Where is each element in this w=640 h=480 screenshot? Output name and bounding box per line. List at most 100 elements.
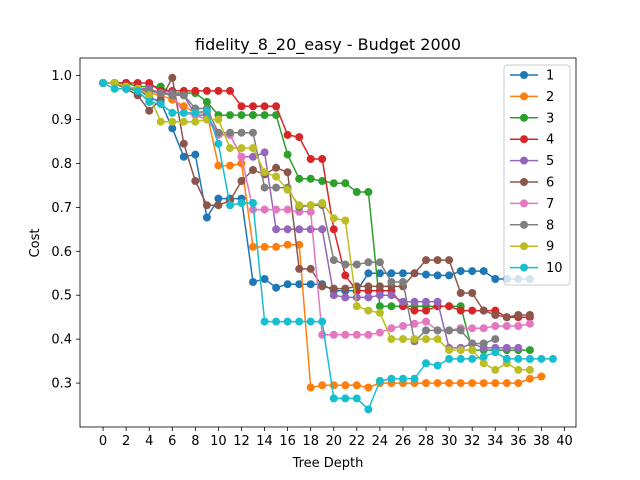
data-point	[399, 278, 407, 286]
data-point	[456, 289, 465, 297]
data-point	[99, 79, 108, 87]
x-tick-label: 38	[533, 434, 550, 449]
data-point	[352, 260, 361, 269]
data-point	[375, 308, 384, 317]
legend-label: 10	[546, 261, 563, 276]
data-point	[249, 144, 257, 153]
data-point	[306, 264, 315, 273]
data-point	[514, 354, 523, 363]
data-point	[387, 291, 396, 300]
y-tick-label: 0.6	[51, 245, 72, 260]
data-point	[214, 115, 223, 124]
x-tick-label: 6	[168, 434, 176, 449]
data-point	[237, 199, 246, 207]
data-point	[479, 352, 488, 361]
data-point	[502, 354, 511, 363]
data-point	[179, 139, 188, 148]
data-point	[525, 346, 534, 355]
data-point	[375, 376, 384, 385]
y-axis-title: Cost	[28, 229, 43, 258]
data-point	[352, 293, 361, 302]
y-tick-label: 0.7	[51, 201, 72, 216]
data-point	[341, 260, 350, 269]
data-point	[375, 302, 384, 311]
x-tick-label: 16	[279, 434, 296, 449]
data-point	[168, 91, 177, 100]
x-tick-label: 24	[372, 434, 389, 449]
data-point	[283, 280, 292, 289]
series-9	[99, 79, 534, 374]
data-point	[214, 139, 223, 148]
data-point	[352, 188, 361, 196]
legend-marker	[520, 178, 528, 186]
data-point	[145, 91, 154, 100]
data-point	[318, 381, 327, 390]
data-point	[375, 291, 384, 300]
data-point	[133, 86, 142, 95]
legend-marker	[520, 135, 528, 144]
x-tick-label: 18	[302, 434, 319, 449]
data-point	[491, 365, 500, 374]
data-point	[433, 326, 442, 335]
data-point	[479, 324, 488, 333]
data-point	[272, 172, 281, 181]
x-tick-label: 26	[395, 434, 412, 449]
legend-marker	[520, 113, 528, 122]
data-point	[226, 111, 234, 120]
data-point	[445, 302, 454, 311]
data-point	[341, 381, 350, 390]
data-point	[318, 225, 327, 234]
data-point	[237, 144, 246, 153]
data-point	[306, 383, 315, 392]
data-point	[468, 289, 477, 297]
x-tick-label: 4	[145, 434, 153, 449]
data-point	[329, 256, 338, 265]
data-point	[364, 269, 373, 278]
data-point	[375, 328, 384, 337]
data-point	[410, 374, 419, 383]
y-tick-label: 1.0	[51, 69, 72, 84]
data-point	[433, 379, 442, 388]
x-tick-label: 36	[510, 434, 527, 449]
x-tick-label: 8	[191, 434, 199, 449]
data-point	[364, 330, 373, 339]
data-point	[179, 152, 188, 161]
legend-marker	[520, 92, 528, 101]
legend-label: 5	[546, 154, 554, 169]
series-line-10	[102, 82, 553, 411]
data-point	[422, 335, 430, 344]
data-point	[283, 185, 292, 194]
data-point	[168, 117, 177, 126]
data-point	[352, 394, 361, 403]
data-point	[525, 374, 534, 383]
data-point	[537, 372, 546, 381]
data-point	[341, 284, 350, 293]
data-point	[341, 394, 350, 403]
data-point	[375, 282, 384, 291]
data-point	[422, 306, 430, 315]
data-point	[375, 258, 384, 267]
data-point	[433, 256, 442, 265]
data-point	[479, 379, 488, 388]
data-point	[364, 306, 373, 315]
data-point	[468, 346, 477, 355]
data-point	[237, 102, 246, 111]
x-tick-label: 30	[441, 434, 458, 449]
legend-label: 3	[546, 111, 554, 126]
data-point	[514, 379, 523, 388]
data-point	[191, 117, 200, 126]
data-point	[433, 335, 442, 344]
data-point	[202, 97, 211, 106]
legend-marker	[520, 220, 528, 229]
data-point	[306, 280, 315, 289]
legend-label: 8	[546, 218, 554, 233]
data-point	[295, 133, 304, 142]
data-point	[145, 79, 154, 87]
data-point	[456, 379, 465, 388]
data-point	[468, 379, 477, 388]
data-point	[226, 128, 234, 137]
data-point	[468, 354, 477, 363]
data-point	[525, 365, 534, 374]
data-point	[145, 106, 154, 115]
data-point	[272, 317, 281, 326]
